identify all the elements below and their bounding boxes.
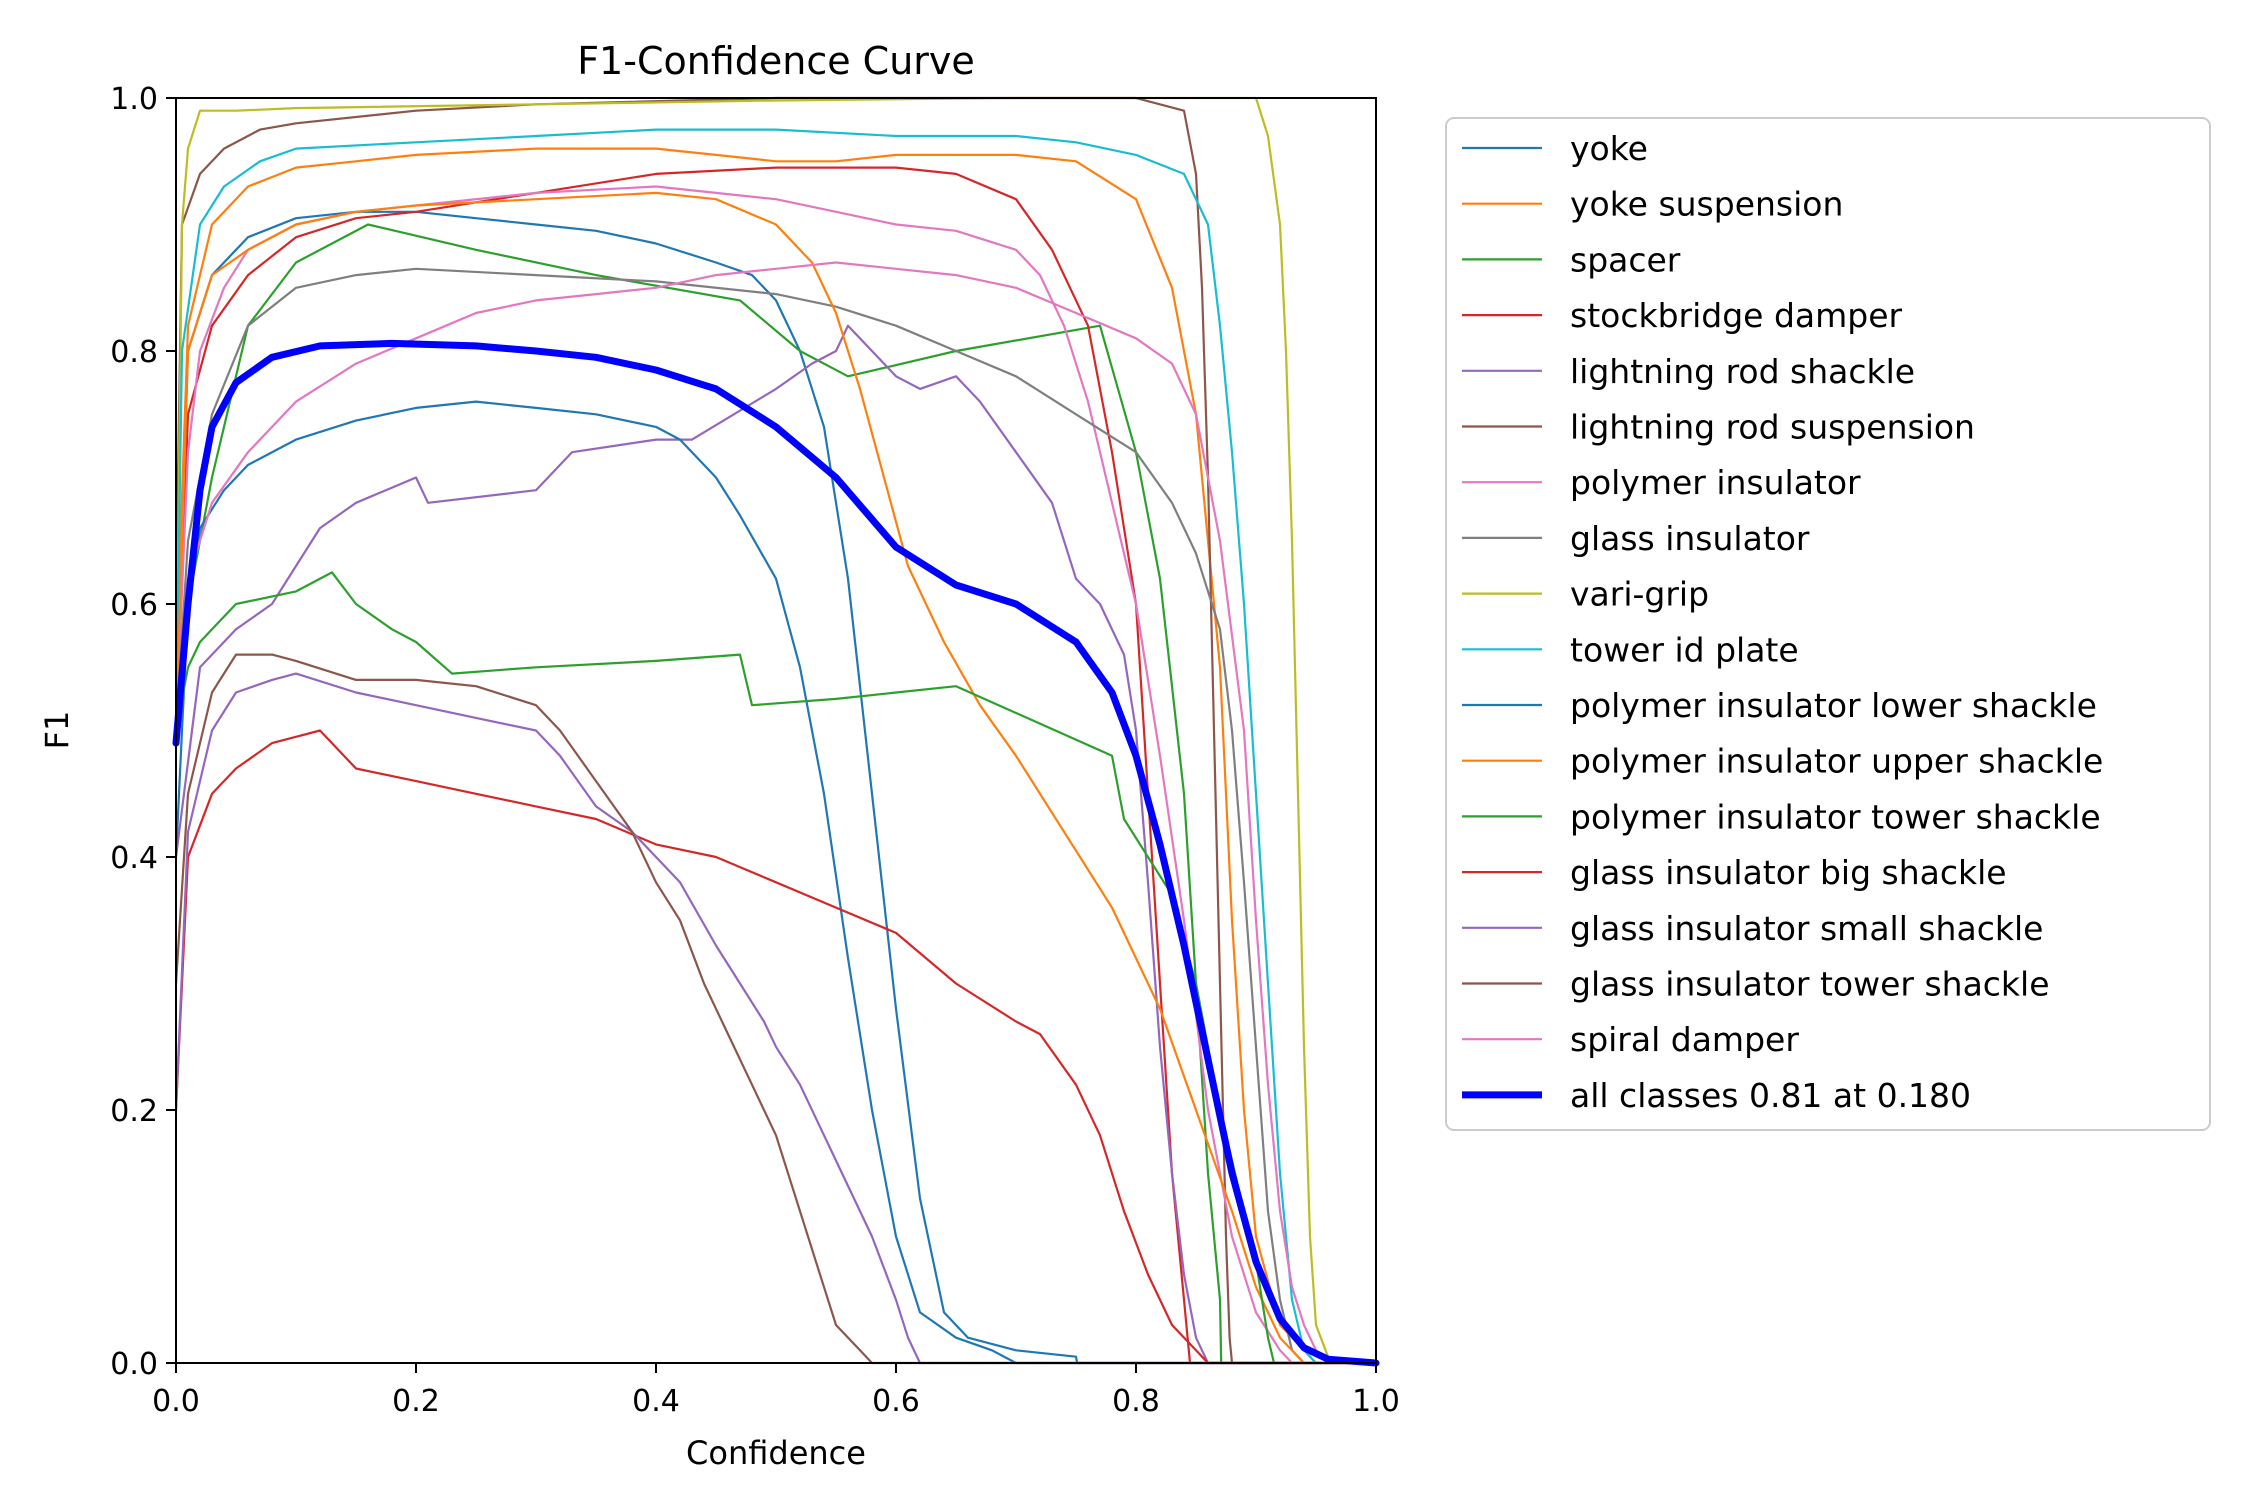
x-tick-label: 0.2 (392, 1384, 440, 1419)
x-tick-label: 1.0 (1352, 1384, 1400, 1419)
series-line-2 (174, 223, 1378, 1365)
legend-label: spiral damper (1570, 1020, 1799, 1059)
legend-label: lightning rod suspension (1570, 408, 1975, 447)
legend-label: polymer insulator (1570, 463, 1861, 502)
legend-label: spacer (1570, 240, 1681, 279)
x-tick-label: 0.4 (632, 1384, 680, 1419)
series-line-15 (174, 653, 1378, 1365)
y-tick-label: 1.0 (110, 82, 158, 117)
series-line-7 (174, 267, 1378, 1365)
plot-frame (175, 97, 1377, 1364)
legend-label: tower id plate (1570, 630, 1799, 669)
plot-lines (172, 96, 1380, 1367)
y-tick-label: 0.6 (110, 588, 158, 623)
x-tick-label: 0.6 (872, 1384, 920, 1419)
legend-label: glass insulator big shackle (1570, 853, 2007, 892)
chart-title: F1-Confidence Curve (577, 39, 975, 83)
series-line-9 (174, 128, 1378, 1365)
legend-frame (1445, 117, 2211, 1131)
legend-label: glass insulator small shackle (1570, 909, 2043, 948)
y-tick-label: 0.8 (110, 335, 158, 370)
x-tick-label: 0.0 (152, 1384, 200, 1419)
y-tick-label: 0.4 (110, 841, 158, 876)
y-axis: 0.0 0.2 0.4 0.6 0.8 1.0 (110, 82, 176, 1382)
legend-label: yoke (1570, 129, 1648, 168)
series-line-3 (174, 166, 1378, 1365)
series-line-13 (174, 729, 1378, 1365)
legend-label: polymer insulator tower shackle (1570, 797, 2101, 836)
series-line-5 (174, 96, 1378, 1365)
series-line-14 (174, 672, 1378, 1365)
series-line-16 (174, 261, 1378, 1365)
legend-label: polymer insulator lower shackle (1570, 686, 2097, 725)
legend-label: stockbridge damper (1570, 296, 1903, 335)
legend: yoke yoke suspension spacer stockbridge dam… (1445, 117, 2211, 1131)
x-tick-label: 0.8 (1112, 1384, 1160, 1419)
y-tick-label: 0.2 (110, 1094, 158, 1129)
legend-label: all classes 0.81 at 0.180 (1570, 1076, 1971, 1115)
series-line-4 (174, 324, 1378, 1365)
series-line-17 (172, 339, 1380, 1367)
legend-label: glass insulator tower shackle (1570, 965, 2050, 1004)
x-axis-title: Confidence (686, 1434, 866, 1472)
series-line-11 (174, 191, 1378, 1365)
legend-label: lightning rod shackle (1570, 352, 1915, 391)
y-tick-label: 0.0 (110, 1347, 158, 1382)
legend-label: glass insulator (1570, 519, 1810, 558)
series-line-1 (174, 147, 1378, 1365)
x-axis: 0.0 0.2 0.4 0.6 0.8 1.0 (152, 1363, 1400, 1419)
series-line-8 (174, 96, 1378, 1365)
series-line-10 (174, 400, 1378, 1365)
series-line-0 (174, 210, 1378, 1365)
legend-label: yoke suspension (1570, 185, 1843, 224)
legend-label: polymer insulator upper shackle (1570, 742, 2103, 781)
legend-label: vari-grip (1570, 575, 1709, 614)
y-axis-title: F1 (38, 711, 76, 750)
